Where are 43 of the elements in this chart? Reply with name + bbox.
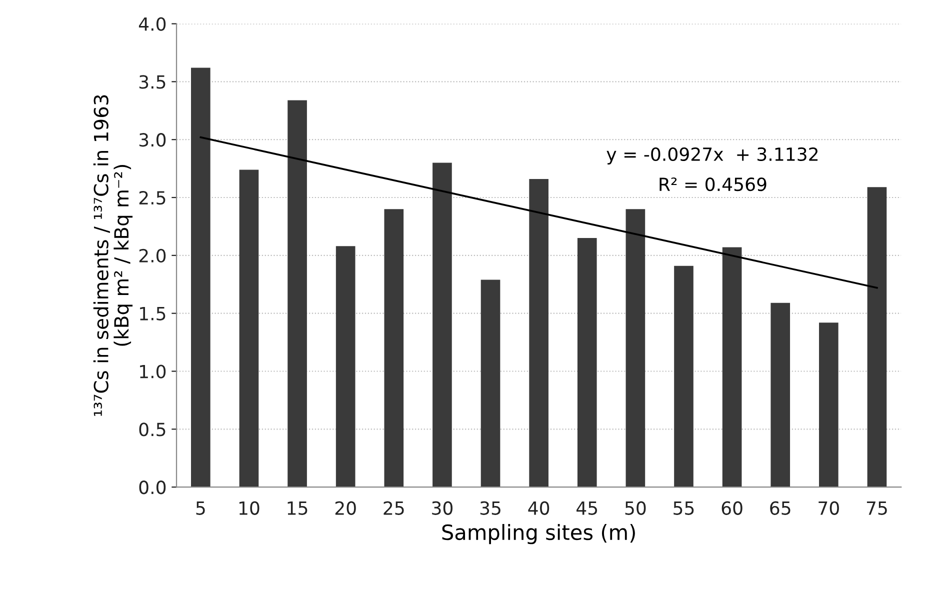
y-tick-label: 1.0: [140, 364, 166, 378]
bar: [867, 187, 887, 488]
x-tick-label: 75: [866, 502, 887, 515]
bar: [384, 209, 404, 488]
bar: [529, 178, 548, 488]
x-tick-label: 15: [288, 502, 308, 515]
y-tick-label: 2.5: [139, 190, 166, 205]
x-tick-label: 35: [480, 501, 500, 515]
x-tick-label: 5: [196, 502, 205, 515]
y-tick-label: 3.5: [139, 75, 166, 89]
bar: [819, 322, 838, 488]
y-tick-label: 3.0: [139, 133, 166, 147]
x-tick-label: 45: [576, 502, 598, 515]
x-tick-label: 55: [674, 502, 694, 515]
x-tick-label: 40: [528, 501, 550, 515]
y-tick-label: 0.0: [139, 480, 166, 494]
bar: [288, 100, 307, 488]
annotation: y = -0.0927x + 3.1132: [606, 147, 818, 165]
y-axis-title: ¹³⁷Cs in sediments / ¹³⁷Cs in 1963 (kBq m² / kBq m⁻²): [93, 95, 133, 416]
y-tick-label: 1.5: [140, 307, 166, 320]
annotation: R² = 0.4569: [660, 178, 766, 192]
y-tick-label: 0.5: [139, 422, 166, 436]
bar: [480, 280, 500, 488]
bar: [336, 246, 356, 488]
bar: [722, 247, 742, 488]
x-tick-label: 20: [335, 501, 356, 515]
x-tick-label: 10: [239, 501, 260, 515]
bar: [770, 302, 790, 488]
x-tick-label: 60: [722, 501, 742, 515]
x-tick-label: 30: [432, 501, 452, 515]
x-tick-label: 25: [384, 501, 404, 515]
x-tick-label: 65: [770, 501, 790, 515]
bar: [191, 68, 210, 488]
bar: [432, 162, 452, 488]
bar: [626, 209, 646, 488]
x-tick-label: 70: [818, 501, 839, 515]
bar: [674, 266, 694, 488]
x-axis-title: Sampling sites (m): [442, 524, 635, 544]
x-tick-label: 50: [625, 501, 646, 515]
bar: [577, 238, 597, 488]
bar: [239, 170, 259, 488]
y-tick-label: 2.0: [139, 248, 166, 263]
y-tick-label: 4.0: [138, 17, 166, 31]
